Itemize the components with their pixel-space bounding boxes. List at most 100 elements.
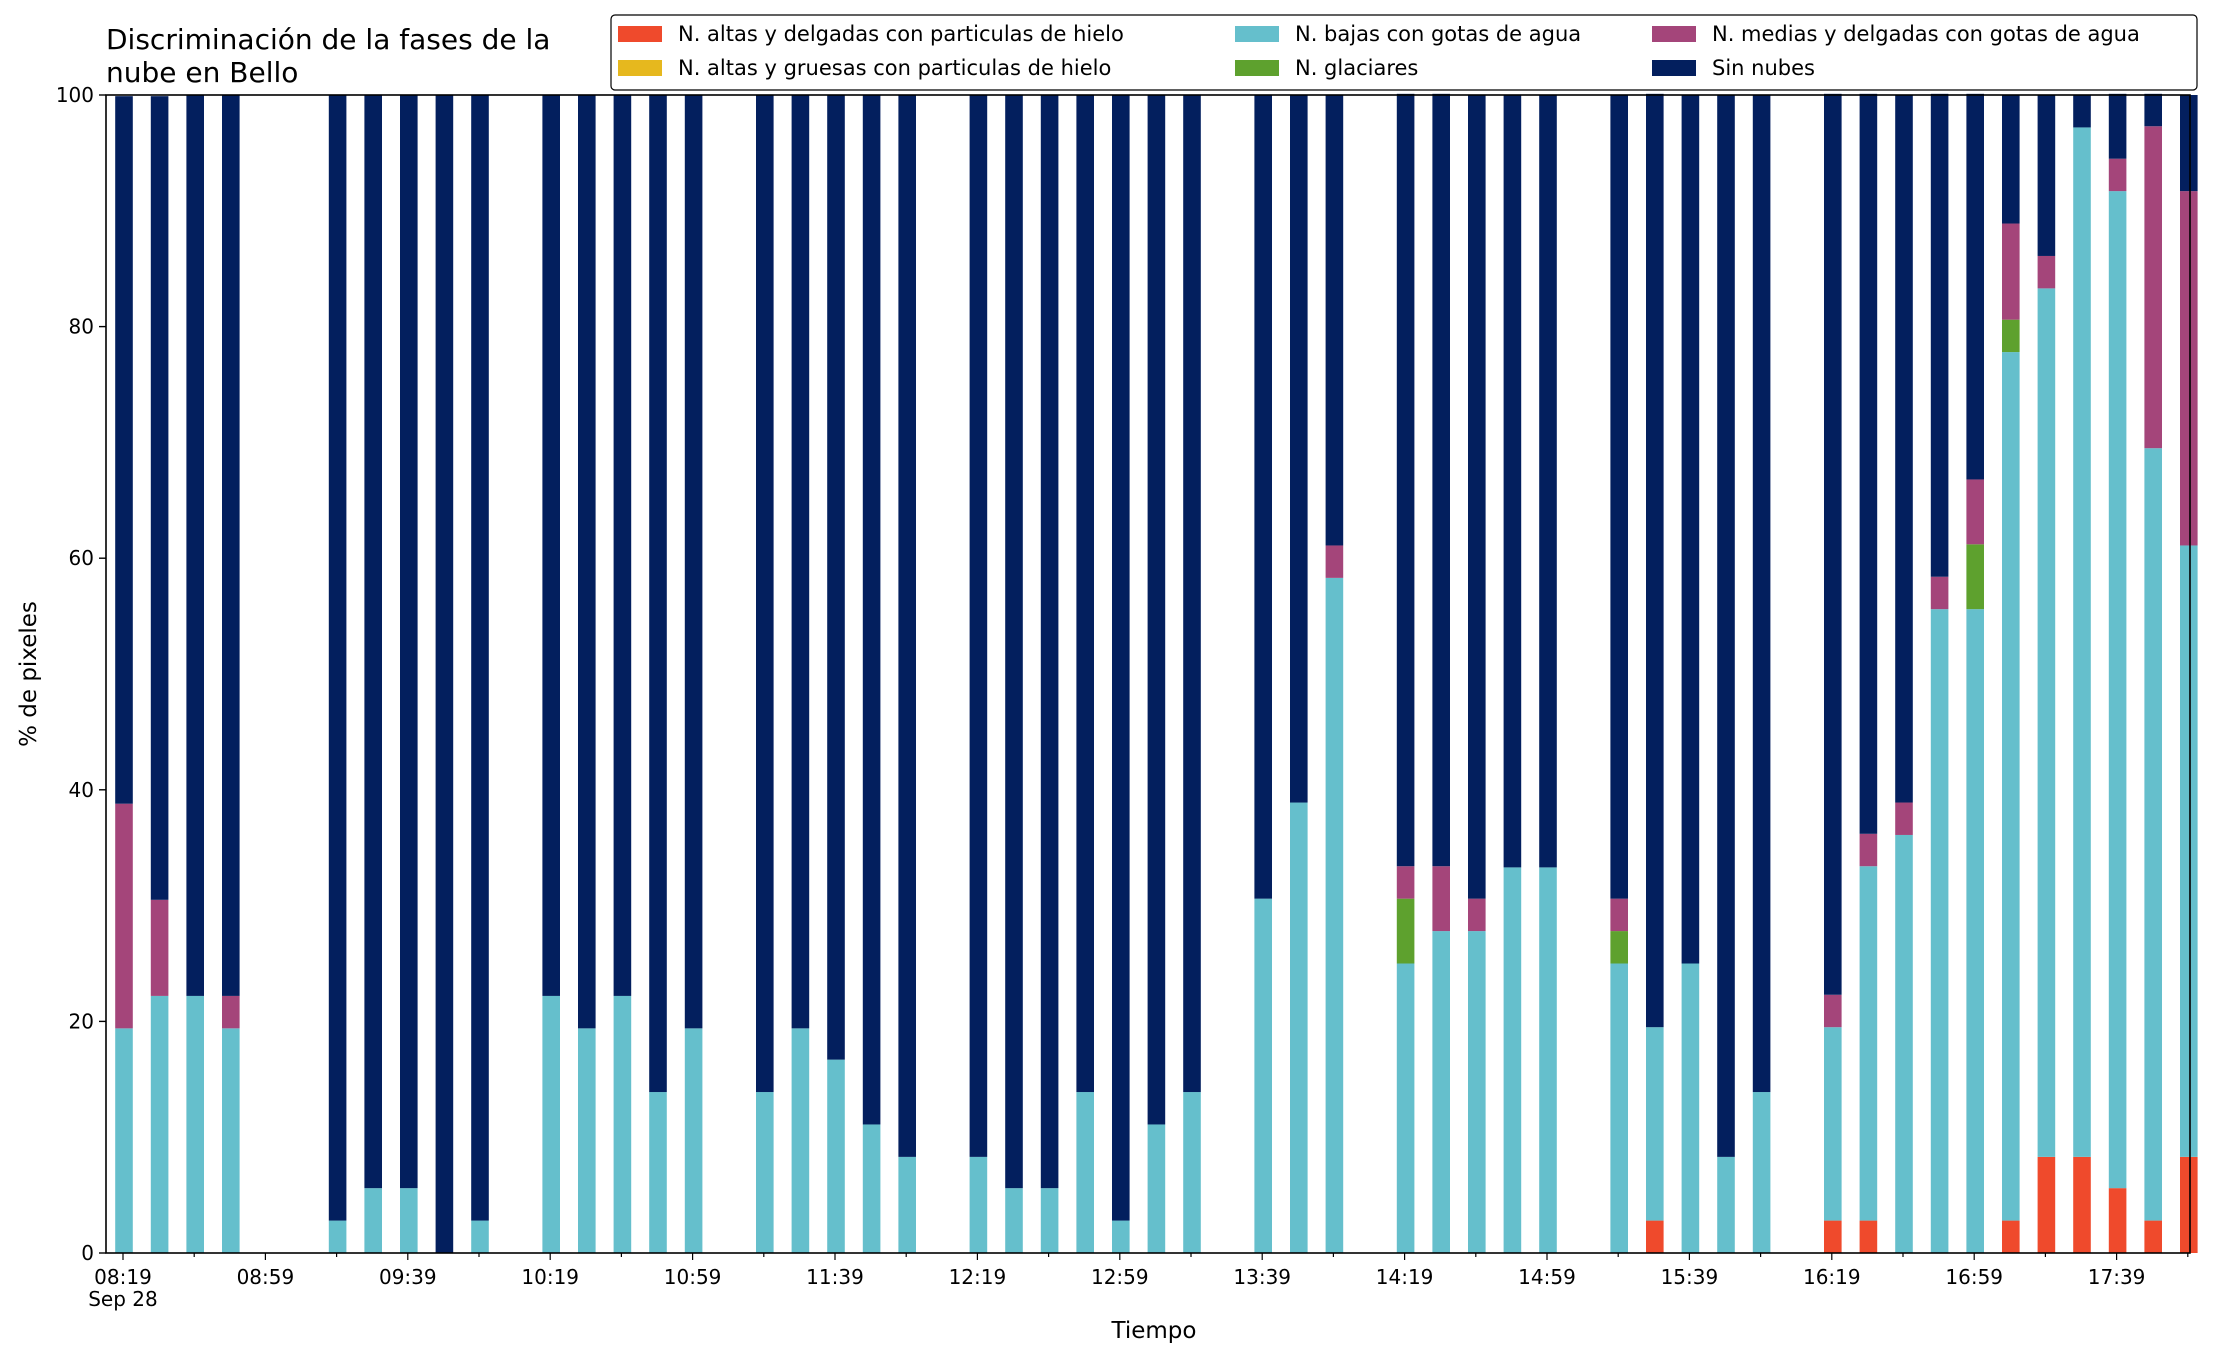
bar-segment-s0-slot49 bbox=[1859, 1220, 1878, 1253]
bar-segment-s5-slot56 bbox=[2108, 93, 2127, 159]
bar-segment-s3-slot42 bbox=[1610, 931, 1628, 964]
bar-segment-s2-slot16 bbox=[684, 1028, 703, 1253]
legend-swatch bbox=[1235, 60, 1279, 76]
bar-segment-s4-slot42 bbox=[1610, 898, 1628, 932]
bar-segment-s2-slot18 bbox=[756, 1092, 774, 1253]
bar-segment-s5-slot49 bbox=[1859, 93, 1878, 834]
x-tick-label: 16:19 bbox=[1803, 1265, 1861, 1289]
bar-segment-s2-slot33 bbox=[1290, 802, 1308, 1253]
bar-segment-s2-slot32 bbox=[1254, 898, 1272, 1253]
chart-title-line-2: nube en Bello bbox=[106, 56, 298, 89]
bar-segment-s2-slot21 bbox=[862, 1124, 881, 1253]
plot-frame bbox=[105, 94, 2191, 1254]
bar-segment-s2-slot43 bbox=[1646, 1027, 1664, 1221]
y-tick-label: 20 bbox=[69, 1009, 94, 1033]
bar-segment-s5-slot26 bbox=[1040, 95, 1059, 1189]
bar-segment-s5-slot57 bbox=[2144, 93, 2162, 127]
x-tick-label: 08:19 bbox=[94, 1265, 152, 1289]
x-tick-label: 09:39 bbox=[379, 1265, 437, 1289]
bar-segment-s5-slot14 bbox=[613, 95, 632, 996]
y-tick-label: 60 bbox=[69, 546, 94, 570]
bar-segment-s4-slot53 bbox=[2002, 223, 2020, 320]
bar-segment-s2-slot38 bbox=[1468, 931, 1486, 1253]
x-tick-label: Sep 28 bbox=[88, 1287, 158, 1311]
bar-segment-s5-slot29 bbox=[1147, 95, 1166, 1125]
bar-segment-s2-slot51 bbox=[1930, 609, 1949, 1253]
bar-segment-s5-slot0 bbox=[115, 96, 133, 804]
bar-segment-s2-slot56 bbox=[2108, 191, 2127, 1189]
bar-segment-s2-slot12 bbox=[542, 995, 560, 1253]
bar-segment-s5-slot33 bbox=[1290, 95, 1308, 803]
legend-swatch bbox=[1652, 26, 1696, 42]
bar-segment-s5-slot7 bbox=[364, 95, 382, 1189]
x-tick-label: 08:59 bbox=[237, 1265, 295, 1289]
bar-segment-s2-slot40 bbox=[1539, 867, 1557, 1253]
legend-swatch bbox=[1235, 26, 1279, 42]
x-tick-label: 15:39 bbox=[1661, 1265, 1719, 1289]
chart-title-line-1: Discriminación de la fases de la bbox=[106, 23, 550, 56]
bar-segment-s4-slot0 bbox=[115, 803, 133, 1029]
bar-segment-s4-slot57 bbox=[2144, 126, 2162, 449]
bar-segment-s4-slot49 bbox=[1859, 833, 1878, 867]
legend: N. altas y delgadas con particulas de hi… bbox=[610, 14, 2198, 91]
legend-label: N. bajas con gotas de agua bbox=[1295, 22, 1581, 46]
legend-swatch bbox=[618, 60, 662, 76]
bar-segment-s5-slot36 bbox=[1396, 93, 1415, 867]
bar-segment-s2-slot52 bbox=[1966, 609, 1984, 1253]
bar-segment-s4-slot52 bbox=[1966, 479, 1984, 545]
x-tick-label: 12:59 bbox=[1091, 1265, 1149, 1289]
bar-segment-s5-slot1 bbox=[150, 96, 169, 900]
bar-segment-s2-slot34 bbox=[1325, 577, 1344, 1253]
bar-segment-s5-slot55 bbox=[2073, 95, 2091, 128]
bar-segment-s5-slot15 bbox=[649, 95, 667, 1093]
bar-segment-s0-slot58 bbox=[2180, 1156, 2198, 1253]
bar-segment-s5-slot3 bbox=[222, 95, 240, 996]
legend-label: N. glaciares bbox=[1295, 56, 1418, 80]
bar-segment-s4-slot1 bbox=[150, 899, 169, 996]
bar-segment-s2-slot10 bbox=[471, 1220, 489, 1253]
bar-segment-s2-slot15 bbox=[649, 1092, 667, 1253]
bar-segment-s4-slot48 bbox=[1824, 994, 1842, 1028]
bar-segment-s3-slot36 bbox=[1396, 898, 1415, 964]
bar-segment-s2-slot28 bbox=[1112, 1220, 1130, 1253]
legend-label: N. altas y gruesas con particulas de hie… bbox=[678, 56, 1111, 80]
bar-segment-s5-slot8 bbox=[400, 95, 418, 1189]
bar-segment-s2-slot20 bbox=[827, 1059, 845, 1253]
x-tick-label: 17:39 bbox=[2088, 1265, 2146, 1289]
legend-label: N. medias y delgadas con gotas de agua bbox=[1712, 22, 2140, 46]
bar-segment-s2-slot19 bbox=[791, 1028, 810, 1253]
bar-segment-s5-slot38 bbox=[1468, 95, 1486, 899]
bar-segment-s5-slot18 bbox=[756, 95, 774, 1093]
bar-segment-s3-slot52 bbox=[1966, 544, 1984, 610]
x-tick-label: 10:59 bbox=[664, 1265, 722, 1289]
bar-segment-s0-slot43 bbox=[1646, 1220, 1664, 1253]
bar-segment-s2-slot49 bbox=[1859, 866, 1878, 1221]
bar-segment-s2-slot0 bbox=[115, 1028, 133, 1253]
bar-segment-s2-slot48 bbox=[1824, 1027, 1842, 1221]
bar-segment-s0-slot56 bbox=[2108, 1188, 2127, 1253]
bar-segment-s2-slot7 bbox=[364, 1188, 382, 1253]
bar-segment-s2-slot29 bbox=[1147, 1124, 1166, 1253]
bar-segment-s5-slot50 bbox=[1895, 95, 1913, 803]
y-tick-label: 0 bbox=[81, 1241, 94, 1265]
bar-segment-s2-slot42 bbox=[1610, 963, 1628, 1253]
bar-segment-s2-slot3 bbox=[222, 1028, 240, 1253]
bar-segment-s5-slot27 bbox=[1076, 95, 1094, 1093]
legend-swatch bbox=[618, 26, 662, 42]
bar-segment-s5-slot25 bbox=[1005, 95, 1023, 1189]
bar-segment-s2-slot55 bbox=[2073, 127, 2091, 1157]
bar-segment-s5-slot20 bbox=[827, 95, 845, 1060]
bar-segment-s0-slot48 bbox=[1824, 1220, 1842, 1253]
bar-segment-s5-slot42 bbox=[1610, 95, 1628, 899]
bar-segment-s4-slot38 bbox=[1468, 898, 1486, 932]
x-tick-label: 14:59 bbox=[1518, 1265, 1576, 1289]
y-axis-label: % de pixeles bbox=[16, 601, 42, 747]
bar-segment-s2-slot30 bbox=[1183, 1092, 1201, 1253]
bar-segment-s2-slot45 bbox=[1717, 1156, 1735, 1253]
x-tick-label: 10:19 bbox=[521, 1265, 579, 1289]
bar-segment-s2-slot14 bbox=[613, 995, 632, 1253]
bar-segment-s4-slot50 bbox=[1895, 802, 1913, 835]
bar-segment-s5-slot24 bbox=[969, 95, 988, 1157]
